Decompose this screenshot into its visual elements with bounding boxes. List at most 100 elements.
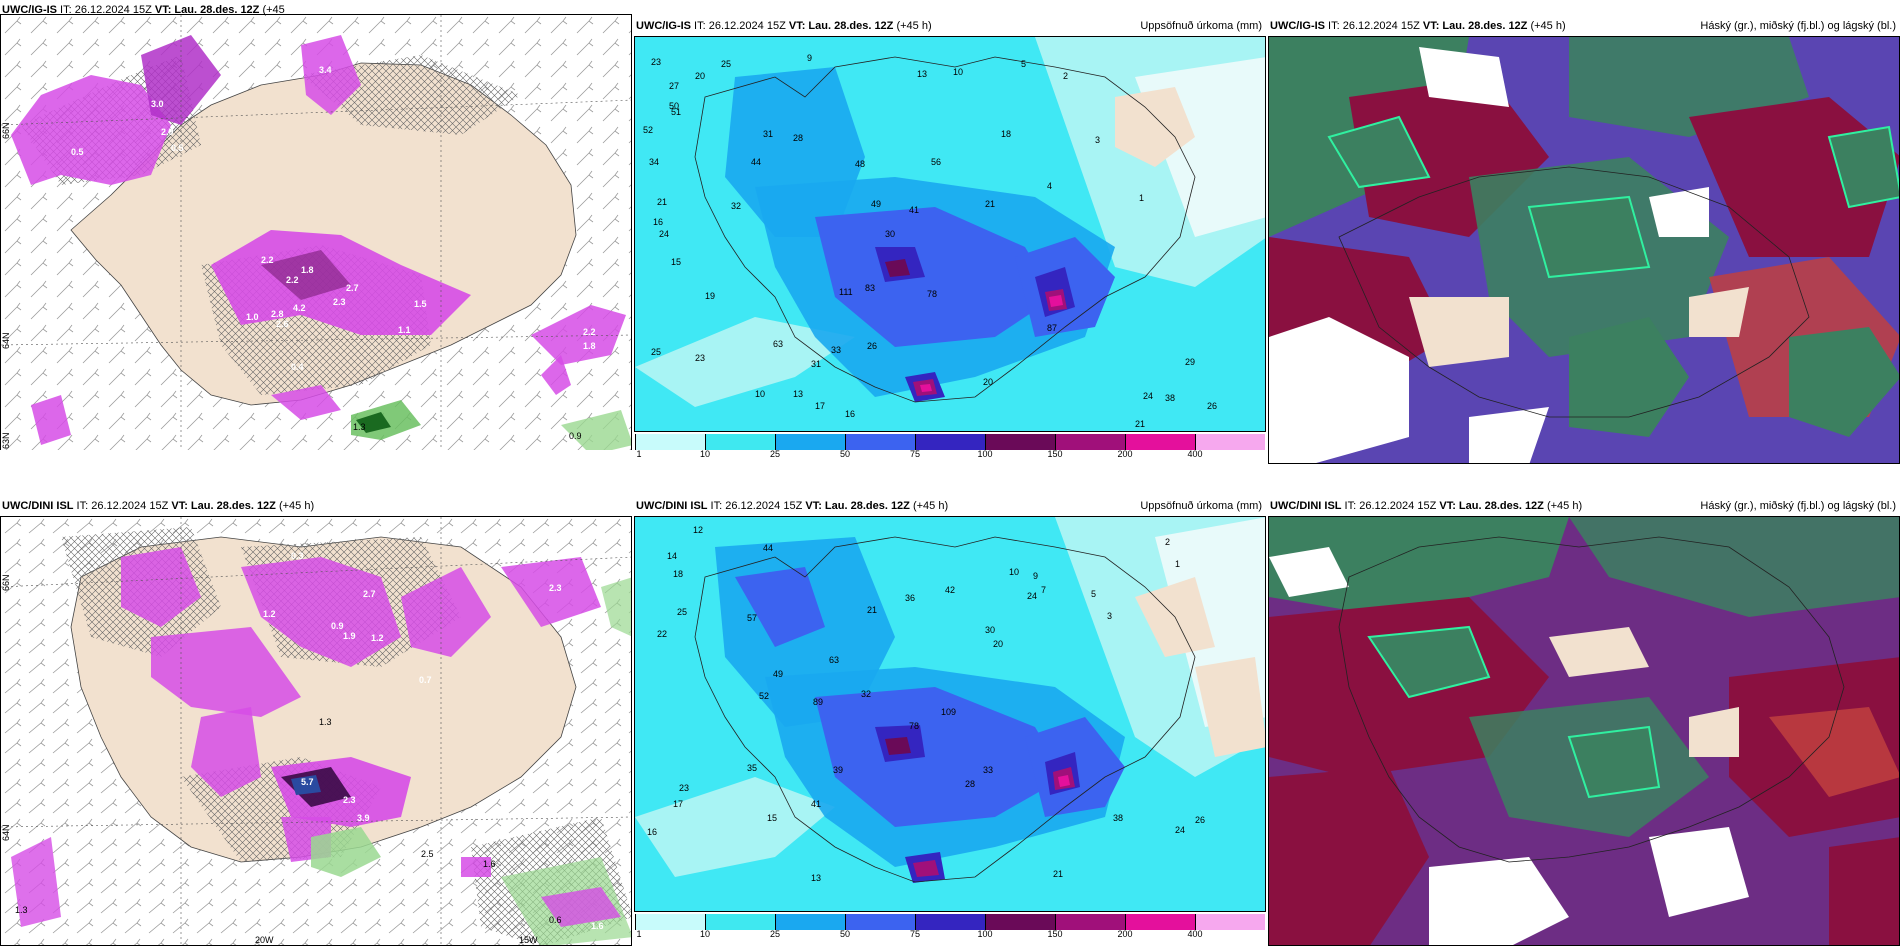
value-labels: 12 14 18 22 25 57 44 42 36 30 21 63 49 5… <box>647 525 1205 883</box>
value-label: 21 <box>1053 869 1063 879</box>
value-label: 1.6 <box>591 921 604 931</box>
value-label: 18 <box>1001 129 1011 139</box>
value-label: 2.7 <box>363 589 376 599</box>
value-label: 2.3 <box>343 795 356 805</box>
value-label: 28 <box>965 779 975 789</box>
value-label: 0.3 <box>291 551 304 561</box>
value-label: 41 <box>811 799 821 809</box>
value-label: 32 <box>861 689 871 699</box>
value-labels: 3.4 0.5 3.0 2.2 1.8 2.7 2.2 4.2 2.8 2.3 … <box>71 65 596 441</box>
value-label: 22 <box>657 629 667 639</box>
value-label: 13 <box>811 873 821 883</box>
panel-dini-clouds: UWC/DINI ISL IT: 26.12.2024 15Z VT: Lau.… <box>1268 496 1900 946</box>
value-label: 9 <box>807 53 812 63</box>
value-label: 31 <box>811 359 821 369</box>
colorbar-swatch <box>1195 914 1265 930</box>
value-label: 13 <box>793 389 803 399</box>
value-label: 2.5 <box>421 849 434 859</box>
value-label: 1.3 <box>319 717 332 727</box>
value-label: 33 <box>831 345 841 355</box>
value-label: 1.8 <box>583 341 596 351</box>
colorbar-swatch <box>1125 434 1195 450</box>
value-label: 1.6 <box>483 859 496 869</box>
map-area: 3.4 0.5 3.0 2.2 1.8 2.7 2.2 4.2 2.8 2.3 … <box>0 14 632 450</box>
colorbar-tick: 400 <box>1187 449 1203 459</box>
value-label: 26 <box>1207 401 1217 411</box>
iceland-outline <box>1338 166 1810 418</box>
model-name: UWC/IG-IS <box>636 20 691 32</box>
model-name: UWC/DINI ISL <box>1270 500 1342 512</box>
colorbar-tick: 400 <box>1187 929 1203 939</box>
value-label: 18 <box>673 569 683 579</box>
panel-title: UWC/DINI ISL IT: 26.12.2024 15Z VT: Lau.… <box>0 496 632 516</box>
value-label: 3.0 <box>151 99 164 109</box>
value-label: 63 <box>829 655 839 665</box>
value-label: 7 <box>1041 585 1046 595</box>
value-label: 15 <box>767 813 777 823</box>
value-label: 2.9 <box>161 127 174 137</box>
colorbar-swatch <box>985 434 1055 450</box>
valid-time: VT: Lau. 28.des. 12Z <box>788 20 894 32</box>
colorbar-swatch <box>635 434 705 450</box>
value-label: 1.2 <box>371 633 384 643</box>
value-label: 49 <box>773 669 783 679</box>
map-area: 0.3 1.2 0.9 2.7 1.9 1.2 2.3 5.7 2.3 3.9 … <box>0 516 632 946</box>
value-label: 35 <box>747 763 757 773</box>
value-label: 1 <box>1139 193 1144 203</box>
colorbar-tick: 25 <box>769 449 781 459</box>
colorbar-tick: 200 <box>1117 929 1133 939</box>
valid-time: VT: Lau. 28.des. 12Z <box>1439 500 1544 512</box>
value-labels: 23 20 25 9 13 10 5 27 51 52 50 34 44 31 … <box>643 53 1217 429</box>
value-label: 0.9 <box>331 621 344 631</box>
colorbar-tick: 100 <box>977 449 993 459</box>
value-label: 3 <box>1095 135 1100 145</box>
cloud-map <box>1269 517 1899 945</box>
panel-title: UWC/IG-IS IT: 26.12.2024 15Z VT: Lau. 28… <box>0 0 632 20</box>
valid-time: VT: Lau. 28.des. 12Z <box>154 4 260 16</box>
value-label: 28 <box>793 133 803 143</box>
value-label: 10 <box>953 67 963 77</box>
value-label: 16 <box>845 409 855 419</box>
value-label: 111 <box>839 287 853 297</box>
colorbar-tick: 1 <box>636 449 642 459</box>
value-label: 52 <box>643 125 653 135</box>
value-labels: 0.3 1.2 0.9 2.7 1.9 1.2 2.3 5.7 2.3 3.9 … <box>15 551 604 931</box>
iceland-outline <box>1338 536 1845 863</box>
value-label: 0.5 <box>171 143 184 153</box>
value-label: 36 <box>905 593 915 603</box>
value-label: 4 <box>1047 181 1052 191</box>
map-area <box>1268 36 1900 464</box>
colorbar-swatch <box>915 914 985 930</box>
value-label: 0.7 <box>419 675 432 685</box>
lead-time: (+45 h) <box>275 500 315 512</box>
value-label: 24 <box>659 229 669 239</box>
value-label: 3.4 <box>319 65 332 75</box>
valid-time: VT: Lau. 28.des. 12Z <box>1422 20 1528 32</box>
value-label: 1.9 <box>343 631 356 641</box>
value-label: 89 <box>813 697 823 707</box>
value-label: 1.1 <box>398 325 411 335</box>
value-label: 20 <box>695 71 705 81</box>
model-name: UWC/IG-IS <box>2 4 57 16</box>
accum-precip-map: 23 20 25 9 13 10 5 27 51 52 50 34 44 31 … <box>635 37 1265 431</box>
value-label: 50 <box>669 101 679 111</box>
colorbar-tick: 100 <box>977 929 993 939</box>
value-label: 41 <box>909 205 919 215</box>
panel-title: UWC/DINI ISL IT: 26.12.2024 15Z VT: Lau.… <box>1268 496 1900 516</box>
iceland-outline <box>694 56 1196 403</box>
run-time: IT: 26.12.2024 15Z <box>73 500 172 512</box>
value-label: 1.2 <box>263 609 276 619</box>
lat-label: 66N <box>1 574 11 591</box>
colorbar-tick: 25 <box>769 929 781 939</box>
value-label: 2.6 <box>303 869 316 879</box>
colorbar-swatch <box>705 434 775 450</box>
lead-time: (+45 <box>259 4 285 16</box>
snow-area <box>11 75 171 185</box>
value-label: 44 <box>751 157 761 167</box>
value-label: 1.8 <box>301 265 314 275</box>
lat-label: 64N <box>1 824 11 841</box>
value-label: 38 <box>1165 393 1175 403</box>
value-label: 10 <box>755 389 765 399</box>
accum-precip-map: 12 14 18 22 25 57 44 42 36 30 21 63 49 5… <box>635 517 1265 911</box>
colorbar-tick: 200 <box>1117 449 1133 459</box>
